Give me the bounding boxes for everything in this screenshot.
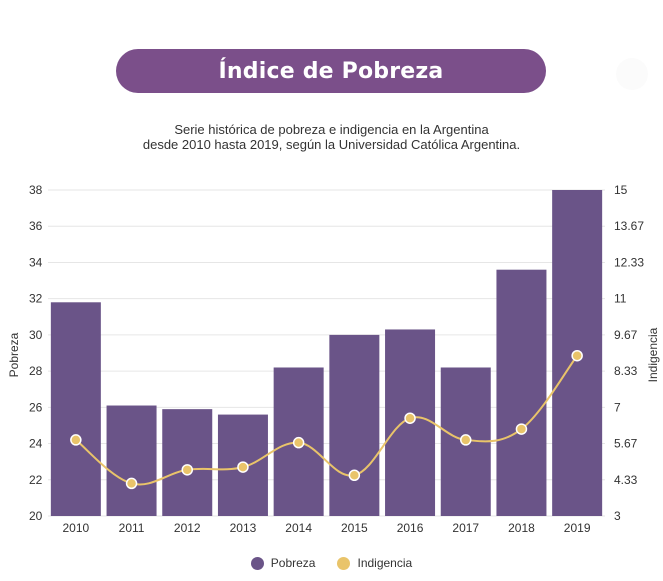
legend-marker-pobreza xyxy=(250,556,264,570)
point-indigencia xyxy=(515,423,528,435)
legend-label-indigencia: Indigencia xyxy=(357,556,413,570)
bar-pobreza xyxy=(329,334,380,516)
y-left-tick-label: 34 xyxy=(29,255,43,269)
y-right-axis-title: Indigencia xyxy=(646,327,660,382)
y-left-tick-label: 36 xyxy=(29,219,43,233)
point-indigencia xyxy=(181,464,193,476)
x-tick-label: 2010 xyxy=(62,521,89,535)
legend-item-indigencia[interactable]: Indigencia xyxy=(337,556,412,570)
legend-marker-indigencia xyxy=(337,556,351,570)
x-tick-label: 2016 xyxy=(397,521,424,535)
decorative-circle xyxy=(616,58,648,90)
y-left-tick-label: 26 xyxy=(29,400,43,414)
x-tick-label: 2011 xyxy=(119,521,145,535)
point-indigencia xyxy=(460,434,472,446)
axes: 20 22 24 26 28 30 32 34 36 38 3 4.33 5.67 7 8.33 9.67 11… xyxy=(7,183,660,535)
point-indigencia xyxy=(237,461,249,473)
bar-pobreza xyxy=(496,269,547,516)
point-indigencia xyxy=(571,349,583,362)
x-tick-label: 2013 xyxy=(230,521,257,535)
y-right-tick-label: 4.33 xyxy=(614,473,638,487)
point-indigencia xyxy=(404,412,416,424)
y-left-tick-label: 30 xyxy=(29,328,43,342)
y-right-tick-label: 8.33 xyxy=(614,364,638,378)
x-tick-label: 2018 xyxy=(508,521,535,535)
x-tick-label: 2017 xyxy=(452,521,479,535)
y-right-tick-label: 13.67 xyxy=(614,219,644,233)
bar-pobreza xyxy=(162,409,213,516)
y-right-tick-label: 9.67 xyxy=(614,328,638,342)
y-right-tick-label: 11 xyxy=(614,292,627,306)
chart-subtitle-line-2: desde 2010 hasta 2019, según la Universi… xyxy=(142,137,521,152)
line-indigencia xyxy=(75,355,578,486)
bars xyxy=(50,190,603,516)
bar-pobreza xyxy=(106,405,157,516)
point-indigencia xyxy=(348,469,361,481)
indigencia-line xyxy=(70,349,583,490)
y-right-tick-label: 3 xyxy=(614,509,621,523)
chart-subtitle-line-1: Serie histórica de pobreza e indigencia … xyxy=(174,122,489,137)
y-left-tick-label: 24 xyxy=(29,437,43,451)
x-tick-label: 2015 xyxy=(341,521,368,535)
point-indigencia xyxy=(125,477,138,490)
y-left-axis-title: Pobreza xyxy=(7,332,21,377)
y-right-tick-label: 12.33 xyxy=(614,256,644,270)
y-right-tick-label: 5.67 xyxy=(614,436,638,450)
legend-item-pobreza[interactable]: Pobreza xyxy=(250,556,316,570)
x-tick-label: 2012 xyxy=(174,521,201,535)
y-left-tick-label: 38 xyxy=(29,183,43,197)
y-left-tick-label: 32 xyxy=(29,292,43,306)
y-right-tick-label: 7 xyxy=(614,400,621,414)
y-right-tick-label: 15 xyxy=(614,183,628,197)
bar-pobreza xyxy=(50,302,101,516)
point-indigencia xyxy=(70,434,82,446)
chart-title: Índice de Pobreza xyxy=(218,58,444,84)
y-left-tick-label: 22 xyxy=(29,473,43,487)
y-left-tick-label: 20 xyxy=(29,509,43,523)
x-tick-label: 2019 xyxy=(564,521,591,535)
legend-label-pobreza: Pobreza xyxy=(270,556,316,570)
title-banner: Índice de Pobreza xyxy=(116,49,546,93)
legend: Pobreza Indigencia xyxy=(0,556,663,570)
point-indigencia xyxy=(292,436,305,449)
y-left-tick-label: 28 xyxy=(29,364,43,378)
x-tick-label: 2014 xyxy=(285,521,312,535)
